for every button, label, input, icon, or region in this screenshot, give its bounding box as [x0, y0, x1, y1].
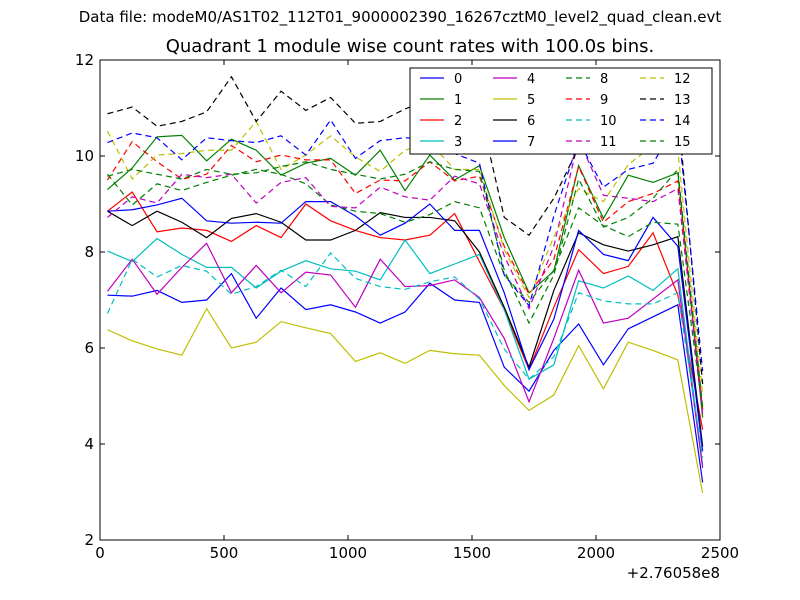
series-line-6 [107, 210, 704, 447]
x-tick-label: 2000 [577, 544, 615, 562]
x-tick-label: 1000 [329, 544, 367, 562]
x-tick-label: 2500 [701, 544, 739, 562]
series-line-14 [107, 118, 704, 372]
chart-title: Quadrant 1 module wise count rates with … [165, 36, 655, 57]
y-tick-label: 4 [84, 435, 94, 453]
legend-label: 0 [454, 72, 462, 87]
y-tick-label: 6 [84, 339, 94, 357]
series-line-8 [106, 168, 704, 410]
series-line-12 [106, 120, 704, 396]
y-tick-label: 2 [84, 531, 94, 549]
series-line-5 [107, 307, 704, 494]
legend-label: 4 [527, 72, 535, 87]
legend-label: 11 [600, 135, 617, 150]
legend-label: 13 [674, 93, 691, 108]
y-tick-label: 12 [75, 51, 94, 69]
series-line-2 [107, 191, 704, 430]
plot-frame [99, 59, 721, 541]
legend-label: 7 [527, 135, 535, 150]
series-line-4 [106, 242, 704, 469]
series-line-15 [107, 161, 704, 407]
series-line-0 [107, 272, 704, 483]
legend-label: 6 [527, 114, 535, 129]
series-line-1 [107, 134, 704, 418]
x-tick-label: 1500 [453, 544, 491, 562]
series-line-10 [106, 252, 704, 458]
legend-label: 8 [600, 72, 608, 87]
legend-label: 2 [454, 114, 462, 129]
series-line-11 [107, 137, 704, 415]
legend-frame [409, 67, 713, 155]
series-line-3 [107, 237, 704, 466]
y-tick-label: 8 [84, 243, 94, 261]
legend-label: 5 [527, 93, 535, 108]
legend-label: 10 [600, 114, 617, 129]
series-line-9 [106, 140, 704, 410]
legend-label: 12 [674, 72, 691, 87]
legend-label: 14 [674, 114, 691, 129]
legend-label: 1 [454, 93, 462, 108]
y-tick-label: 10 [75, 147, 94, 165]
x-tick-label: 500 [210, 544, 239, 562]
legend-label: 9 [600, 93, 608, 108]
x-offset-label: +2.76058e8 [627, 564, 720, 582]
series-line-7 [107, 197, 704, 452]
legend-label: 15 [674, 135, 691, 150]
x-tick-label: 0 [95, 544, 105, 562]
figure-suptitle: Data file: modeM0/AS1T02_112T01_90000023… [78, 8, 722, 26]
legend-label: 3 [454, 135, 462, 150]
